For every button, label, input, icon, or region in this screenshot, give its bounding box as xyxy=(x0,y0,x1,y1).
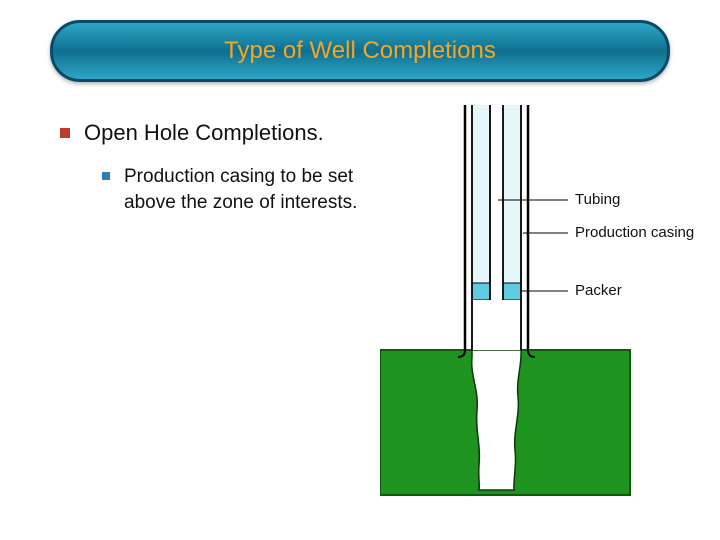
bullet-level2: Production casing to be set above the zo… xyxy=(102,164,400,215)
well-diagram: Tubing Production casing Packer xyxy=(380,105,720,525)
bullet-marker-blue xyxy=(102,172,110,180)
title-banner: Type of Well Completions xyxy=(50,20,670,82)
well-svg xyxy=(380,105,720,525)
slide-title: Type of Well Completions xyxy=(224,37,496,65)
bullet-l1-text: Open Hole Completions. xyxy=(84,120,324,146)
label-tubing: Tubing xyxy=(575,191,620,208)
bullet-l2-text: Production casing to be set above the zo… xyxy=(124,164,400,215)
bullet-marker-red xyxy=(60,128,70,138)
tubing-bore xyxy=(490,105,503,350)
label-casing: Production casing xyxy=(575,224,694,241)
below-packer-right xyxy=(503,300,521,350)
bullet-list: Open Hole Completions. Production casing… xyxy=(60,120,400,215)
below-packer-left xyxy=(472,300,490,350)
bullet-level1: Open Hole Completions. xyxy=(60,120,400,146)
packer-left xyxy=(472,283,490,300)
packer-right xyxy=(503,283,521,300)
annulus-right xyxy=(503,105,521,283)
label-packer: Packer xyxy=(575,282,622,299)
annulus-left xyxy=(472,105,490,283)
open-hole xyxy=(472,350,521,490)
